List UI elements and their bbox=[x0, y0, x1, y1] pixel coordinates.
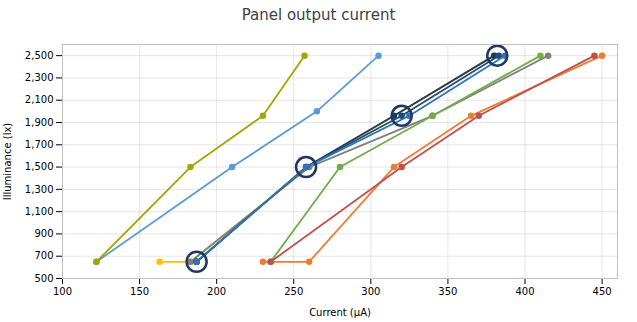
svg-text:1,500: 1,500 bbox=[25, 161, 54, 172]
svg-text:1,100: 1,100 bbox=[25, 206, 54, 217]
svg-text:450: 450 bbox=[593, 286, 612, 297]
svg-text:400: 400 bbox=[515, 286, 534, 297]
svg-text:2,500: 2,500 bbox=[25, 50, 54, 61]
svg-text:700: 700 bbox=[34, 250, 53, 261]
svg-text:500: 500 bbox=[34, 273, 53, 284]
svg-text:100: 100 bbox=[53, 286, 72, 297]
svg-text:Current (μA): Current (μA) bbox=[309, 307, 371, 318]
svg-text:250: 250 bbox=[284, 286, 303, 297]
svg-text:1,300: 1,300 bbox=[25, 184, 54, 195]
svg-text:Illuminance (lx): Illuminance (lx) bbox=[2, 123, 13, 201]
svg-text:2,300: 2,300 bbox=[25, 72, 54, 83]
svg-text:350: 350 bbox=[438, 286, 457, 297]
svg-text:200: 200 bbox=[207, 286, 226, 297]
svg-text:900: 900 bbox=[34, 228, 53, 239]
html-text:Panel output current: Panel output current bbox=[241, 6, 396, 24]
svg-text:150: 150 bbox=[130, 286, 149, 297]
svg-text:1,900: 1,900 bbox=[25, 117, 54, 128]
svg-text:1,700: 1,700 bbox=[25, 139, 54, 150]
svg-text:300: 300 bbox=[361, 286, 380, 297]
svg-text:2,100: 2,100 bbox=[25, 94, 54, 105]
